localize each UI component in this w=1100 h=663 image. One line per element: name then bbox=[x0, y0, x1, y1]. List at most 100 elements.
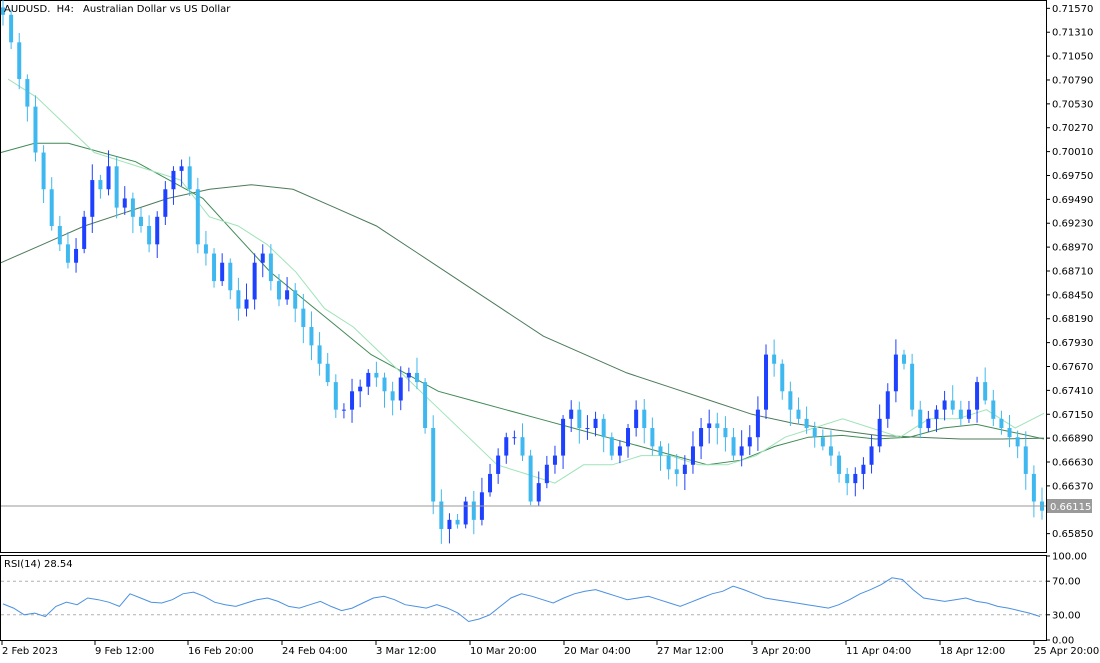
candle-body bbox=[114, 166, 119, 208]
candle-body bbox=[885, 391, 890, 419]
price-tick-label: 0.70530 bbox=[1052, 99, 1093, 110]
price-axis[interactable]: 0.71570 0.71310 0.71050 0.70790 0.70530 0.702… bbox=[1046, 4, 1093, 540]
candle-body bbox=[780, 363, 785, 392]
candle-body bbox=[366, 372, 371, 387]
candle-body bbox=[1007, 428, 1012, 438]
candle-body bbox=[707, 423, 712, 429]
time-axis[interactable]: 2 Feb 2023 9 Feb 12:00 16 Feb 20:00 24 Feb … bbox=[1, 641, 1099, 657]
time-tick-label: 3 Mar 12:00 bbox=[376, 646, 436, 657]
candle-body bbox=[755, 409, 760, 438]
candle-body bbox=[634, 409, 639, 429]
candle-body bbox=[285, 290, 290, 300]
candle-body bbox=[1023, 446, 1028, 474]
candle-body bbox=[512, 437, 517, 439]
price-tick-label: 0.70790 bbox=[1052, 75, 1093, 86]
candle-body bbox=[439, 501, 444, 530]
ma-fast-line bbox=[7, 78, 1045, 484]
candle-body bbox=[544, 464, 549, 484]
candle-body bbox=[49, 189, 54, 226]
candle-body bbox=[341, 409, 346, 411]
candle-body bbox=[690, 446, 695, 465]
candle-body bbox=[90, 180, 95, 217]
rsi-tick-label: 70.00 bbox=[1052, 577, 1081, 588]
price-tick-label: 0.69230 bbox=[1052, 219, 1093, 230]
candle-body bbox=[528, 455, 533, 502]
price-tick-label: 0.68970 bbox=[1052, 243, 1093, 254]
candle-body bbox=[301, 308, 306, 328]
candle-body bbox=[195, 189, 200, 245]
candle-body bbox=[447, 519, 452, 530]
time-tick-label: 16 Feb 20:00 bbox=[188, 646, 254, 657]
candle-body bbox=[455, 519, 460, 525]
candle-body bbox=[861, 464, 866, 474]
current-price-text: 0.66115 bbox=[1050, 502, 1091, 513]
candle-body bbox=[471, 501, 476, 520]
price-tick-label: 0.66370 bbox=[1052, 481, 1093, 492]
time-tick-label: 27 Mar 12:00 bbox=[657, 646, 724, 657]
candle-body bbox=[804, 418, 809, 429]
candle-body bbox=[674, 469, 679, 474]
candle-body bbox=[333, 382, 338, 410]
rsi-plot-frame bbox=[0, 555, 1047, 641]
candle-body bbox=[431, 428, 436, 502]
rsi-label: RSI(14) 28.54 bbox=[4, 559, 73, 570]
candles bbox=[1, 0, 1044, 544]
candle-body bbox=[853, 473, 858, 484]
candle-body bbox=[569, 409, 574, 419]
candle-body bbox=[796, 409, 801, 419]
candle-body bbox=[561, 418, 566, 456]
candle-body bbox=[536, 483, 541, 502]
candle-body bbox=[423, 382, 428, 429]
candle-body bbox=[902, 354, 907, 364]
candle-body bbox=[382, 377, 387, 392]
candle-body bbox=[577, 409, 582, 429]
candle-body bbox=[845, 473, 850, 484]
candle-body bbox=[147, 225, 152, 245]
candle-body bbox=[350, 391, 355, 410]
candle-body bbox=[593, 418, 598, 429]
rsi-axis[interactable]: 100.00 70.00 30.00 0.00 bbox=[1046, 552, 1087, 647]
candle-body bbox=[601, 418, 606, 438]
candle-body bbox=[325, 363, 330, 383]
candle-body bbox=[57, 225, 62, 245]
candle-body bbox=[179, 166, 184, 171]
candle-body bbox=[788, 391, 793, 410]
candle-body bbox=[650, 428, 655, 447]
candle-body bbox=[828, 446, 833, 456]
candle-body bbox=[1015, 437, 1020, 447]
candle-body bbox=[155, 216, 160, 245]
ma-slow-line bbox=[0, 184, 1045, 440]
candle-body bbox=[837, 455, 842, 474]
candle-body bbox=[552, 455, 557, 465]
candle-body bbox=[1, 7, 5, 15]
candle-body bbox=[74, 248, 79, 263]
candle-body bbox=[276, 281, 281, 300]
candle-body bbox=[317, 345, 322, 364]
candle-body bbox=[877, 418, 882, 447]
candle-body bbox=[138, 216, 143, 226]
price-tick-label: 0.69750 bbox=[1052, 171, 1093, 182]
candle-body bbox=[658, 446, 663, 456]
candle-body bbox=[926, 418, 931, 429]
price-tick-label: 0.67410 bbox=[1052, 386, 1093, 397]
candle-body bbox=[293, 290, 298, 309]
candle-body bbox=[983, 382, 988, 401]
candle-body bbox=[723, 428, 728, 438]
price-tick-label: 0.69490 bbox=[1052, 195, 1093, 206]
candle-body bbox=[699, 428, 704, 447]
main-plot-frame bbox=[0, 0, 1047, 553]
candle-body bbox=[106, 166, 111, 190]
candle-body bbox=[130, 198, 135, 217]
price-tick-label: 0.71310 bbox=[1052, 28, 1093, 39]
candle-body bbox=[609, 437, 614, 456]
candle-body bbox=[17, 42, 22, 80]
candle-body bbox=[772, 354, 777, 364]
candle-body bbox=[98, 180, 103, 190]
candle-body bbox=[918, 409, 923, 429]
candle-body bbox=[496, 455, 501, 474]
price-tick-label: 0.67930 bbox=[1052, 338, 1093, 349]
rsi-indicator bbox=[1, 577, 1046, 623]
candle-body bbox=[910, 363, 915, 410]
